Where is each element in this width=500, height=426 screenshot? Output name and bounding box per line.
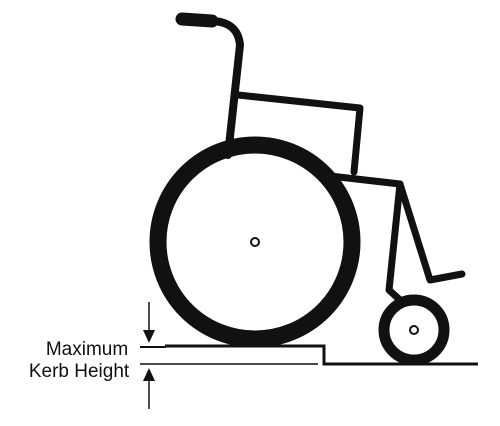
rear-wheel: [149, 136, 361, 348]
arrow-up-icon: [143, 368, 155, 409]
caster-fork: [385, 180, 404, 304]
ground-kerb-line: [165, 344, 478, 366]
caster-wheel: [378, 294, 450, 366]
seat-frame: [234, 91, 364, 176]
wheelchair-icon: [149, 12, 466, 366]
kerb-height-label-line-2: Kerb Height: [28, 361, 130, 382]
rear-wheel-hub: [250, 237, 260, 247]
back-post: [208, 17, 244, 159]
caster-wheel-hub: [409, 325, 419, 335]
arrow-down-icon: [143, 302, 155, 343]
kerb-height-label-line-1: Maximum: [45, 339, 129, 360]
push-handle-grip: [175, 12, 219, 28]
leg-rest-frame: [326, 172, 466, 284]
